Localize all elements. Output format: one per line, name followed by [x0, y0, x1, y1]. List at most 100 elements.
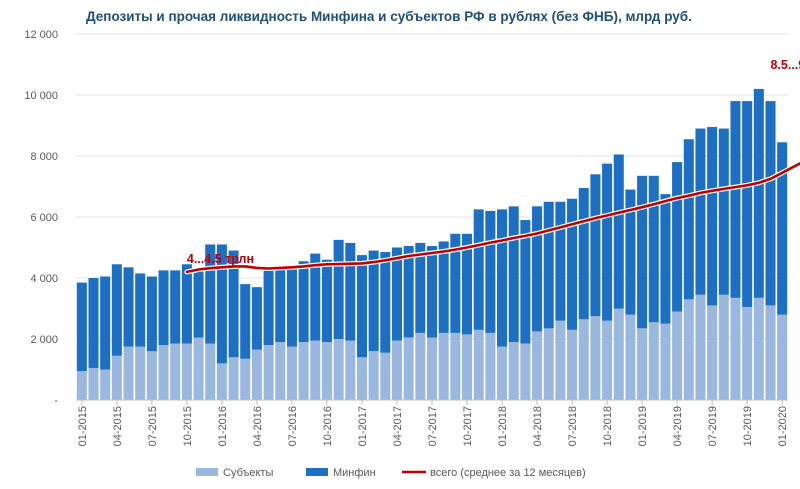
bar-minfin — [426, 245, 438, 338]
bar-minfin — [520, 220, 531, 344]
y-tick-label: - — [54, 395, 58, 407]
bar-minfin — [438, 241, 449, 333]
bar-subjects — [660, 323, 671, 400]
bar-subjects — [391, 340, 403, 400]
bar-subjects — [88, 367, 99, 400]
bar-subjects — [321, 342, 332, 400]
bar-minfin — [345, 242, 356, 341]
bar-subjects — [135, 346, 146, 400]
bar-minfin — [590, 174, 601, 317]
bar-subjects — [356, 357, 367, 400]
bar-minfin — [88, 278, 99, 368]
y-tick-label: 6 000 — [30, 212, 58, 224]
legend-swatch — [196, 468, 218, 476]
bar-minfin — [695, 128, 706, 295]
bar-subjects — [426, 337, 438, 400]
bar-minfin — [625, 189, 636, 315]
x-tick-label: 10-2017 — [462, 406, 474, 446]
bar-minfin — [135, 273, 146, 347]
bar-minfin — [263, 268, 274, 346]
bar-minfin — [497, 209, 508, 347]
legend-label: Минфин — [333, 467, 376, 479]
x-tick-label: 07-2018 — [567, 406, 579, 446]
bar-minfin — [660, 194, 671, 324]
x-tick-label: 10-2016 — [322, 406, 334, 446]
bar-subjects — [146, 351, 157, 400]
bar-subjects — [275, 342, 286, 400]
x-tick-label: 10-2019 — [742, 406, 754, 446]
annotation-label: 8.5...9 трлн — [770, 58, 800, 72]
x-tick-label: 01-2019 — [637, 406, 649, 446]
bar-subjects — [403, 337, 414, 400]
x-tick-label: 10-2018 — [602, 406, 614, 446]
x-tick-label: 04-2017 — [392, 406, 404, 446]
bar-subjects — [368, 351, 379, 400]
x-tick-label: 07-2017 — [427, 406, 439, 446]
bar-subjects — [240, 358, 251, 400]
x-tick-label: 04-2019 — [672, 406, 684, 446]
x-tick-label: 10-2015 — [182, 406, 194, 446]
chart-title: Депозиты и прочая ликвидность Минфина и … — [86, 9, 692, 24]
bar-minfin — [251, 287, 262, 350]
bar-minfin — [391, 247, 403, 341]
bar-minfin — [683, 139, 694, 300]
bar-subjects — [672, 311, 683, 400]
bar-subjects — [170, 343, 181, 400]
bar-subjects — [718, 294, 729, 400]
bar-subjects — [450, 332, 461, 400]
x-tick-label: 07-2015 — [147, 406, 159, 446]
x-tick-label: 01-2018 — [497, 406, 509, 446]
bar-minfin — [765, 101, 776, 306]
bar-subjects — [613, 308, 624, 400]
bar-subjects — [742, 306, 753, 400]
bar-minfin — [170, 270, 181, 344]
y-tick-label: 4 000 — [30, 273, 58, 285]
bar-minfin — [637, 175, 648, 329]
x-tick-label: 01-2015 — [77, 406, 89, 446]
bar-minfin — [613, 154, 624, 309]
bar-minfin — [228, 250, 239, 358]
bar-minfin — [718, 128, 729, 295]
bar-minfin — [742, 101, 753, 307]
bar-minfin — [146, 276, 157, 352]
bar-subjects — [508, 342, 519, 400]
bar-subjects — [590, 316, 601, 400]
bar-minfin — [555, 201, 566, 321]
annotations: 4...4.5 трлн 8.5...9 трлн — [187, 58, 800, 266]
bar-minfin — [333, 239, 344, 339]
x-tick-label: 01-2016 — [217, 406, 229, 446]
bar-minfin — [193, 268, 204, 338]
bar-subjects — [707, 305, 718, 400]
y-tick-label: 2 000 — [30, 334, 58, 346]
bar-subjects — [181, 343, 192, 400]
bar-minfin — [123, 267, 134, 347]
bar-subjects — [286, 346, 297, 400]
x-tick-label: 04-2016 — [252, 406, 264, 446]
bar-minfin — [473, 209, 484, 330]
bar-minfin — [275, 268, 286, 343]
bar-subjects — [730, 297, 741, 400]
bars — [76, 88, 788, 400]
bar-minfin — [707, 127, 718, 306]
x-tick-label: 01-2020 — [777, 406, 789, 446]
bar-subjects — [532, 331, 543, 400]
x-tick-label: 04-2018 — [532, 406, 544, 446]
bar-subjects — [345, 340, 356, 400]
bar-minfin — [356, 255, 367, 358]
bar-subjects — [228, 357, 239, 400]
bar-minfin — [648, 175, 659, 323]
legend-label: Субъекты — [223, 467, 273, 479]
bar-subjects — [76, 371, 87, 400]
bar-subjects — [216, 363, 227, 400]
bar-minfin — [403, 245, 414, 338]
bar-minfin — [181, 264, 192, 344]
x-axis: 01-2015 04-2015 07-2015 10-2015 01-2016 04-20… — [76, 399, 789, 446]
bar-subjects — [438, 332, 449, 400]
avg-line — [184, 160, 800, 275]
bar-subjects — [333, 339, 344, 400]
bar-minfin — [753, 88, 764, 298]
bar-minfin — [543, 201, 554, 329]
bar-minfin — [298, 261, 309, 343]
y-axis: - 2 000 4 000 6 000 8 000 10 000 12 000 — [24, 29, 58, 407]
